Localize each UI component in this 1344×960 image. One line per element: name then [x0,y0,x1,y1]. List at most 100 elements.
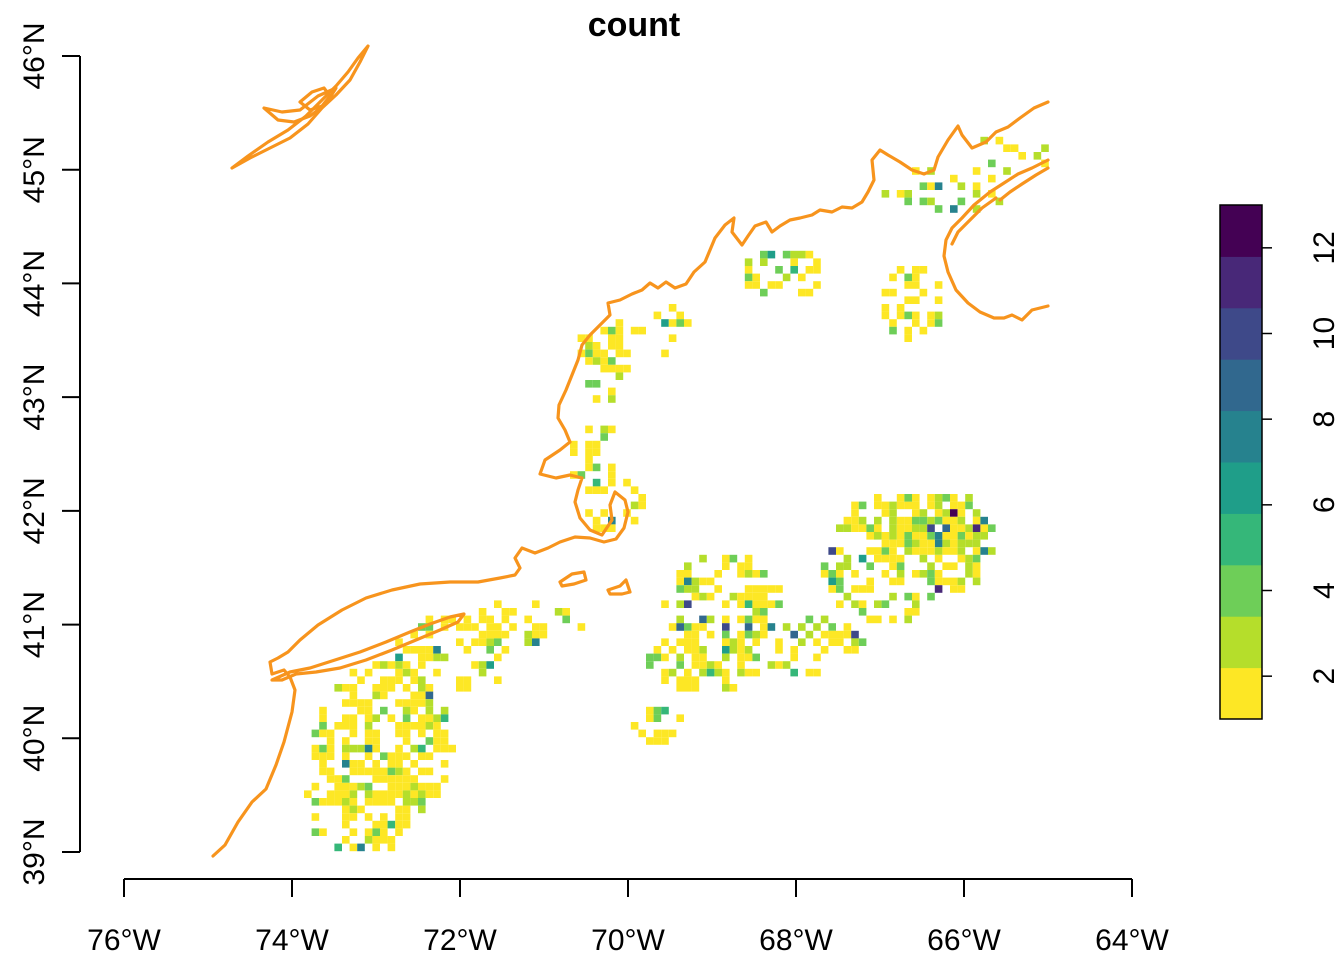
count-cell [706,577,715,586]
count-cell [326,744,335,753]
count-cell [858,554,867,563]
count-cell [889,547,897,555]
x-tick-label: 70°W [591,924,665,957]
count-cell [972,524,981,532]
count-cell [691,661,700,669]
count-cell [934,319,943,327]
count-cell [957,501,966,510]
y-tick-label: 43°N [18,364,51,431]
count-cell [942,532,950,540]
count-cell [957,554,966,563]
count-cell [737,592,745,601]
count-cell [919,288,928,297]
count-cell [342,782,350,791]
count-cell [661,319,669,327]
count-cell [744,653,753,662]
count-cell [585,440,593,449]
count-cell [387,760,396,768]
count-cell [874,524,882,532]
count-cell [410,699,418,707]
count-cell [972,516,981,525]
count-cell [418,752,426,760]
count-cell [638,501,646,510]
count-cell [942,562,950,570]
count-cell [319,744,327,753]
count-cell [912,524,920,532]
count-cell [342,752,350,760]
color-legend: 2 4 6 8 10 12 [1219,204,1341,720]
count-cell [380,798,388,806]
count-cell [722,653,730,662]
count-cell [425,623,434,631]
count-cell [706,661,715,669]
count-cell [646,706,654,715]
count-cell [706,592,715,601]
count-cell [570,448,578,456]
count-cell [395,813,403,821]
count-cell [402,737,411,745]
count-cell [364,790,373,798]
count-cell [334,684,342,692]
count-cell [357,699,365,707]
count-cell [684,646,692,654]
count-cell [402,668,411,677]
count-cell [387,767,396,776]
count-cell [828,570,836,578]
count-cell [752,600,760,608]
count-cell [600,509,608,517]
count-cell [387,714,396,722]
count-cell [744,646,753,654]
count-cell [615,372,624,380]
count-cell [440,706,449,715]
count-cell [942,524,950,532]
count-cell [357,744,365,753]
count-cell [858,524,867,532]
count-cell [402,775,411,783]
count-cell [881,501,890,510]
count-cell [699,668,707,677]
count-cell [418,782,426,791]
count-cell [494,653,502,662]
count-cell [433,737,441,745]
count-cell [349,813,358,821]
count-cell [676,615,684,624]
count-cell [402,798,411,806]
count-cell [957,509,966,517]
y-tick-label: 42°N [18,477,51,544]
count-cell [866,615,874,624]
count-cell [965,570,973,578]
count-cell [661,706,669,715]
count-cell [980,532,988,540]
count-cell [661,638,669,646]
count-cell [843,516,852,525]
count-cell [889,288,897,297]
count-cell [874,494,882,502]
count-cell [653,653,662,662]
count-cell [357,760,365,768]
count-cell [372,767,380,776]
count-cell [896,562,905,570]
count-cell [691,585,700,593]
count-cell [668,729,677,738]
count-cell [326,729,335,738]
count-cell [691,646,700,654]
count-cell [342,836,350,844]
count-cell [326,790,335,798]
count-cell [425,646,434,654]
count-cell [874,501,882,510]
count-cell [919,326,928,335]
count-cell [608,326,616,335]
coastline-lake-arm [298,86,332,112]
count-cell [836,577,844,586]
count-cell [402,813,411,821]
count-cell [737,600,745,608]
count-cell [402,714,411,722]
count-cell [972,509,981,517]
count-cell [912,539,920,548]
count-cell [592,448,601,456]
count-cell [319,760,327,768]
count-cell [927,592,935,601]
count-cell [478,638,487,646]
count-cell [744,592,753,601]
count-cell [326,737,335,745]
